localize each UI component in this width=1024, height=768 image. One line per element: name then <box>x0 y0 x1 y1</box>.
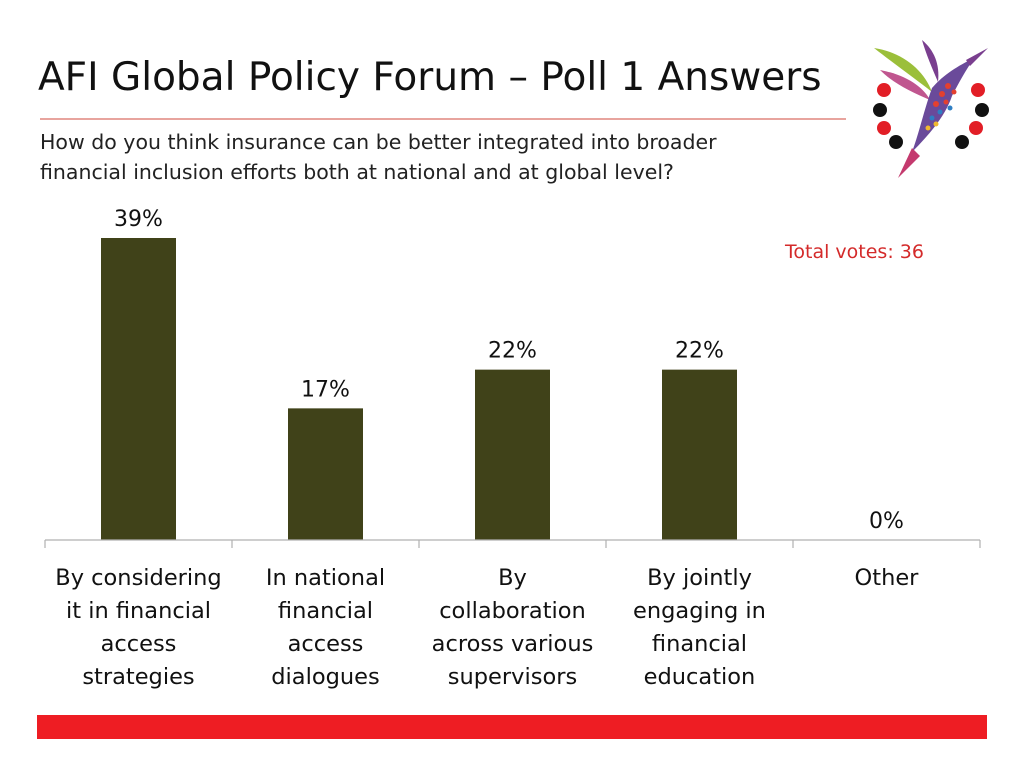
afi-hummingbird-logo <box>873 40 989 178</box>
x-tick-label: collaboration <box>439 598 586 624</box>
x-tick-label: it in financial <box>66 598 211 624</box>
x-tick-label: education <box>644 664 756 690</box>
bar <box>288 408 363 540</box>
total-votes-note: Total votes: 36 <box>785 241 924 263</box>
x-tick-label: access <box>101 631 177 657</box>
x-tick-label: supervisors <box>448 664 577 690</box>
x-tick-label: engaging in <box>633 598 766 624</box>
bar <box>662 369 737 540</box>
x-tick-label: By jointly <box>647 565 752 591</box>
data-label: 39% <box>114 207 163 232</box>
title-divider <box>40 118 846 120</box>
footer-accent-bar <box>37 715 987 739</box>
data-label: 22% <box>675 339 724 364</box>
x-tick-label: access <box>288 631 364 657</box>
data-label: 17% <box>301 377 350 402</box>
x-tick-label: across various <box>432 631 594 657</box>
bar <box>101 238 176 540</box>
page-title: AFI Global Policy Forum – Poll 1 Answers <box>38 55 822 100</box>
subtitle-line-2: financial inclusion efforts both at nati… <box>40 160 674 184</box>
data-label: 0% <box>869 509 904 534</box>
data-label: 22% <box>488 339 537 364</box>
x-tick-label: strategies <box>82 664 194 690</box>
x-tick-label: By considering <box>55 565 221 591</box>
x-tick-label: financial <box>278 598 373 624</box>
x-tick-label: In national <box>266 565 385 591</box>
question-subtitle: How do you think insurance can be better… <box>40 127 830 187</box>
x-tick-label: financial <box>652 631 747 657</box>
x-tick-label: By <box>498 565 527 591</box>
subtitle-line-1: How do you think insurance can be better… <box>40 130 717 154</box>
bar <box>475 369 550 540</box>
x-tick-label: Other <box>855 565 920 591</box>
x-tick-label: dialogues <box>271 664 379 690</box>
